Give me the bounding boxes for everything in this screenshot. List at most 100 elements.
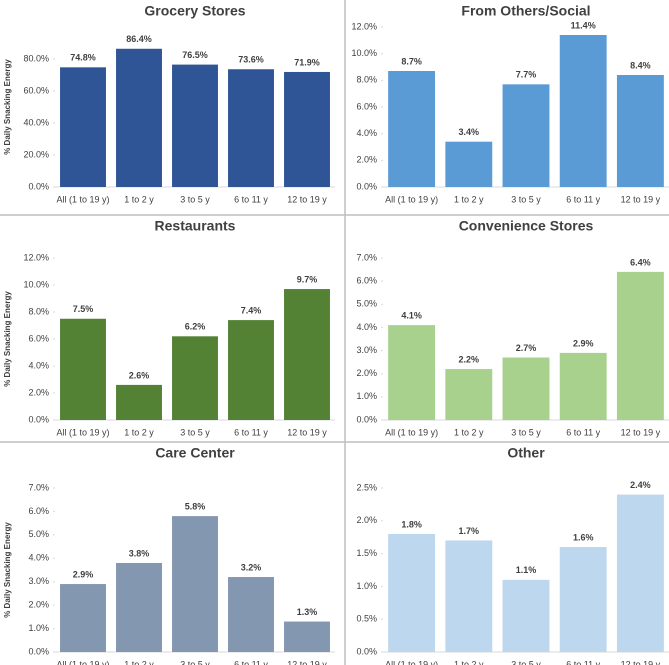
bar bbox=[60, 584, 106, 652]
bar bbox=[116, 384, 162, 420]
bar bbox=[445, 369, 493, 420]
x-tick-label: 12 to 19 y bbox=[287, 194, 327, 204]
y-tick-label: 0.0% bbox=[356, 414, 377, 424]
data-label: 6.4% bbox=[630, 257, 651, 267]
y-tick-label: 4.0% bbox=[28, 360, 49, 370]
x-tick-label: 6 to 11 y bbox=[566, 427, 600, 437]
y-axis-label: % Daily Snacking Energy bbox=[3, 522, 12, 618]
data-label: 6.2% bbox=[185, 322, 206, 332]
y-tick-label: 0.0% bbox=[28, 414, 49, 424]
y-tick-label: 6.0% bbox=[356, 101, 377, 111]
bar bbox=[616, 75, 664, 187]
x-tick-label: 6 to 11 y bbox=[566, 194, 600, 204]
data-label: 7.4% bbox=[241, 305, 262, 315]
x-tick-label: 6 to 11 y bbox=[234, 194, 268, 204]
y-tick-label: 2.0% bbox=[356, 515, 377, 525]
bar bbox=[60, 318, 106, 420]
data-label: 7.7% bbox=[516, 70, 537, 80]
x-tick-label: 3 to 5 y bbox=[511, 194, 541, 204]
chart-title: Restaurants bbox=[155, 218, 236, 234]
y-tick-label: 4.0% bbox=[28, 553, 49, 563]
chart-title: Care Center bbox=[155, 445, 235, 461]
chart-title: Convenience Stores bbox=[459, 218, 594, 234]
x-tick-label: 12 to 19 y bbox=[621, 427, 661, 437]
bar bbox=[445, 141, 493, 187]
data-label: 76.5% bbox=[182, 50, 208, 60]
y-tick-label: 20.0% bbox=[23, 149, 49, 159]
y-tick-label: 80.0% bbox=[23, 53, 49, 63]
y-tick-label: 7.0% bbox=[356, 252, 377, 262]
bar bbox=[172, 516, 218, 652]
data-label: 1.6% bbox=[573, 532, 594, 542]
bar bbox=[388, 71, 436, 187]
data-label: 2.7% bbox=[516, 343, 537, 353]
data-label: 2.6% bbox=[129, 370, 150, 380]
data-label: 2.2% bbox=[459, 354, 480, 364]
bar bbox=[284, 621, 330, 652]
bar bbox=[559, 547, 607, 652]
x-tick-label: 1 to 2 y bbox=[124, 427, 154, 437]
y-tick-label: 6.0% bbox=[28, 506, 49, 516]
y-tick-label: 8.0% bbox=[28, 306, 49, 316]
bar bbox=[116, 562, 162, 652]
data-label: 74.8% bbox=[70, 53, 96, 63]
data-label: 1.3% bbox=[297, 607, 318, 617]
data-label: 2.9% bbox=[573, 338, 594, 348]
y-tick-label: 0.0% bbox=[356, 181, 377, 191]
y-tick-label: 0.5% bbox=[356, 614, 377, 624]
bar bbox=[388, 325, 436, 420]
bar bbox=[388, 533, 436, 652]
data-label: 1.1% bbox=[516, 565, 537, 575]
x-tick-label: All (1 to 19 y) bbox=[56, 659, 109, 665]
x-tick-label: 1 to 2 y bbox=[454, 659, 484, 665]
x-tick-label: 12 to 19 y bbox=[287, 659, 327, 665]
x-tick-label: 3 to 5 y bbox=[180, 427, 210, 437]
data-label: 86.4% bbox=[126, 34, 152, 44]
y-tick-label: 2.5% bbox=[356, 482, 377, 492]
data-label: 2.4% bbox=[630, 480, 651, 490]
y-tick-label: 0.0% bbox=[28, 646, 49, 656]
data-label: 8.7% bbox=[401, 56, 422, 66]
x-tick-label: All (1 to 19 y) bbox=[385, 194, 438, 204]
y-tick-label: 4.0% bbox=[356, 128, 377, 138]
y-tick-label: 2.0% bbox=[356, 155, 377, 165]
x-tick-label: 3 to 5 y bbox=[511, 427, 541, 437]
y-tick-label: 2.0% bbox=[28, 387, 49, 397]
data-label: 1.8% bbox=[401, 519, 422, 529]
y-tick-label: 2.0% bbox=[28, 600, 49, 610]
x-tick-label: 6 to 11 y bbox=[234, 427, 268, 437]
x-tick-label: All (1 to 19 y) bbox=[385, 659, 438, 665]
y-tick-label: 1.0% bbox=[356, 391, 377, 401]
y-tick-label: 6.0% bbox=[356, 276, 377, 286]
bar bbox=[502, 579, 550, 652]
y-tick-label: 3.0% bbox=[28, 576, 49, 586]
y-axis-label: % Daily Snacking Energy bbox=[3, 291, 12, 387]
y-tick-label: 6.0% bbox=[28, 333, 49, 343]
y-tick-label: 7.0% bbox=[28, 482, 49, 492]
data-label: 7.5% bbox=[73, 304, 94, 314]
y-tick-label: 1.5% bbox=[356, 548, 377, 558]
data-label: 11.4% bbox=[571, 20, 596, 30]
x-tick-label: 1 to 2 y bbox=[454, 427, 484, 437]
data-label: 4.1% bbox=[401, 310, 422, 320]
x-tick-label: 6 to 11 y bbox=[234, 659, 268, 665]
bar bbox=[172, 336, 218, 420]
y-tick-label: 40.0% bbox=[23, 117, 49, 127]
bar bbox=[228, 577, 274, 652]
bar bbox=[116, 48, 162, 188]
y-tick-label: 5.0% bbox=[356, 299, 377, 309]
x-tick-label: 12 to 19 y bbox=[287, 427, 327, 437]
bar bbox=[502, 84, 550, 187]
data-label: 8.4% bbox=[630, 60, 651, 70]
x-tick-label: 1 to 2 y bbox=[454, 194, 484, 204]
data-label: 2.9% bbox=[73, 569, 94, 579]
x-tick-label: 12 to 19 y bbox=[621, 194, 661, 204]
y-tick-label: 10.0% bbox=[351, 48, 377, 58]
data-label: 5.8% bbox=[185, 501, 206, 511]
bar bbox=[284, 71, 330, 187]
y-tick-label: 2.0% bbox=[356, 368, 377, 378]
x-tick-label: 3 to 5 y bbox=[180, 659, 210, 665]
x-tick-label: 3 to 5 y bbox=[511, 659, 541, 665]
bar bbox=[559, 35, 607, 187]
x-tick-label: 12 to 19 y bbox=[621, 659, 661, 665]
